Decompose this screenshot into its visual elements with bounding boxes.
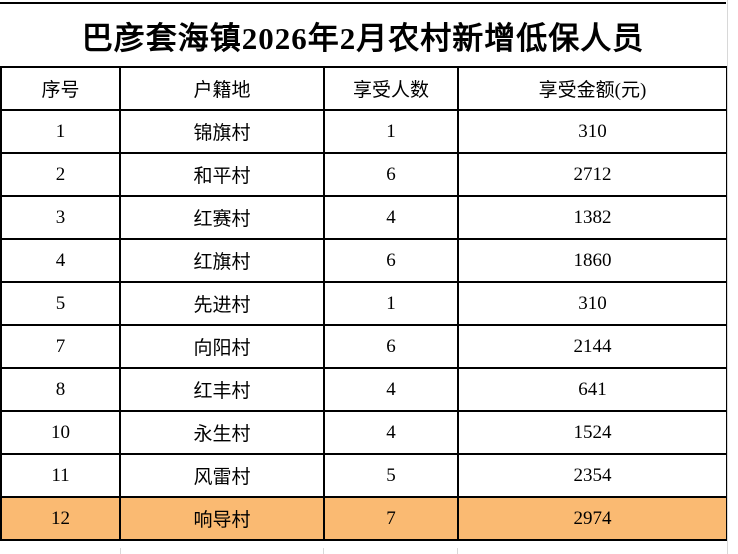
welfare-table: 序号 户籍地 享受人数 享受金额(元) 1 锦旗村 1 310 2 和平村 6 … xyxy=(0,66,728,541)
cell-village[interactable]: 风雷村 xyxy=(119,453,325,498)
col-header-village[interactable]: 户籍地 xyxy=(119,66,325,111)
cell-village[interactable]: 和平村 xyxy=(119,152,325,197)
cell-count[interactable]: 7 xyxy=(323,496,459,541)
cell-seq[interactable]: 8 xyxy=(0,367,121,412)
cell-seq[interactable]: 12 xyxy=(0,496,121,541)
cell-amount[interactable]: 2144 xyxy=(457,324,728,369)
col-header-count[interactable]: 享受人数 xyxy=(323,66,459,111)
table-row: 11 风雷村 5 2354 xyxy=(0,453,728,498)
cell-village[interactable]: 红赛村 xyxy=(119,195,325,240)
table-row: 3 红赛村 4 1382 xyxy=(0,195,728,240)
cell-count[interactable]: 6 xyxy=(323,324,459,369)
header-row: 序号 户籍地 享受人数 享受金额(元) xyxy=(0,66,728,111)
page-title: 巴彦套海镇2026年2月农村新增低保人员 xyxy=(81,20,645,56)
cell-amount[interactable]: 310 xyxy=(457,281,728,326)
table-row: 10 永生村 4 1524 xyxy=(0,410,728,455)
col-header-seq[interactable]: 序号 xyxy=(0,66,121,111)
cell-amount[interactable]: 1524 xyxy=(457,410,728,455)
cell-seq[interactable]: 5 xyxy=(0,281,121,326)
faint-gridline-stub xyxy=(457,548,458,554)
cell-seq[interactable]: 2 xyxy=(0,152,121,197)
cell-amount[interactable]: 641 xyxy=(457,367,728,412)
cell-count[interactable]: 4 xyxy=(323,195,459,240)
cell-count[interactable]: 1 xyxy=(323,109,459,154)
cell-amount[interactable]: 310 xyxy=(457,109,728,154)
cell-count[interactable]: 1 xyxy=(323,281,459,326)
cell-amount[interactable]: 2974 xyxy=(457,496,728,541)
table-row: 4 红旗村 6 1860 xyxy=(0,238,728,283)
cell-village[interactable]: 红丰村 xyxy=(119,367,325,412)
cell-seq[interactable]: 11 xyxy=(0,453,121,498)
table-row: 1 锦旗村 1 310 xyxy=(0,109,728,154)
faint-gridline-right xyxy=(727,0,728,554)
cell-village[interactable]: 永生村 xyxy=(119,410,325,455)
cell-count[interactable]: 5 xyxy=(323,453,459,498)
cell-seq[interactable]: 3 xyxy=(0,195,121,240)
cell-count[interactable]: 4 xyxy=(323,367,459,412)
cell-amount[interactable]: 2712 xyxy=(457,152,728,197)
cell-village[interactable]: 锦旗村 xyxy=(119,109,325,154)
faint-gridline-stub xyxy=(323,548,324,554)
cell-village[interactable]: 红旗村 xyxy=(119,238,325,283)
cell-village[interactable]: 向阳村 xyxy=(119,324,325,369)
faint-gridline-stub xyxy=(120,548,121,554)
table-row: 7 向阳村 6 2144 xyxy=(0,324,728,369)
col-header-amount[interactable]: 享受金额(元) xyxy=(457,66,728,111)
table-row: 5 先进村 1 310 xyxy=(0,281,728,326)
table-title-block: 巴彦套海镇2026年2月农村新增低保人员 xyxy=(0,2,726,66)
cell-seq[interactable]: 4 xyxy=(0,238,121,283)
cell-count[interactable]: 4 xyxy=(323,410,459,455)
table-row: 12 响导村 7 2974 xyxy=(0,496,728,541)
cell-seq[interactable]: 1 xyxy=(0,109,121,154)
cell-seq[interactable]: 7 xyxy=(0,324,121,369)
cell-village[interactable]: 响导村 xyxy=(119,496,325,541)
cell-seq[interactable]: 10 xyxy=(0,410,121,455)
table-row: 2 和平村 6 2712 xyxy=(0,152,728,197)
table-body: 1 锦旗村 1 310 2 和平村 6 2712 3 红赛村 4 1382 4 … xyxy=(0,109,728,541)
cell-amount[interactable]: 1382 xyxy=(457,195,728,240)
cell-amount[interactable]: 1860 xyxy=(457,238,728,283)
table-row: 8 红丰村 4 641 xyxy=(0,367,728,412)
cell-amount[interactable]: 2354 xyxy=(457,453,728,498)
cell-village[interactable]: 先进村 xyxy=(119,281,325,326)
cell-count[interactable]: 6 xyxy=(323,238,459,283)
cell-count[interactable]: 6 xyxy=(323,152,459,197)
